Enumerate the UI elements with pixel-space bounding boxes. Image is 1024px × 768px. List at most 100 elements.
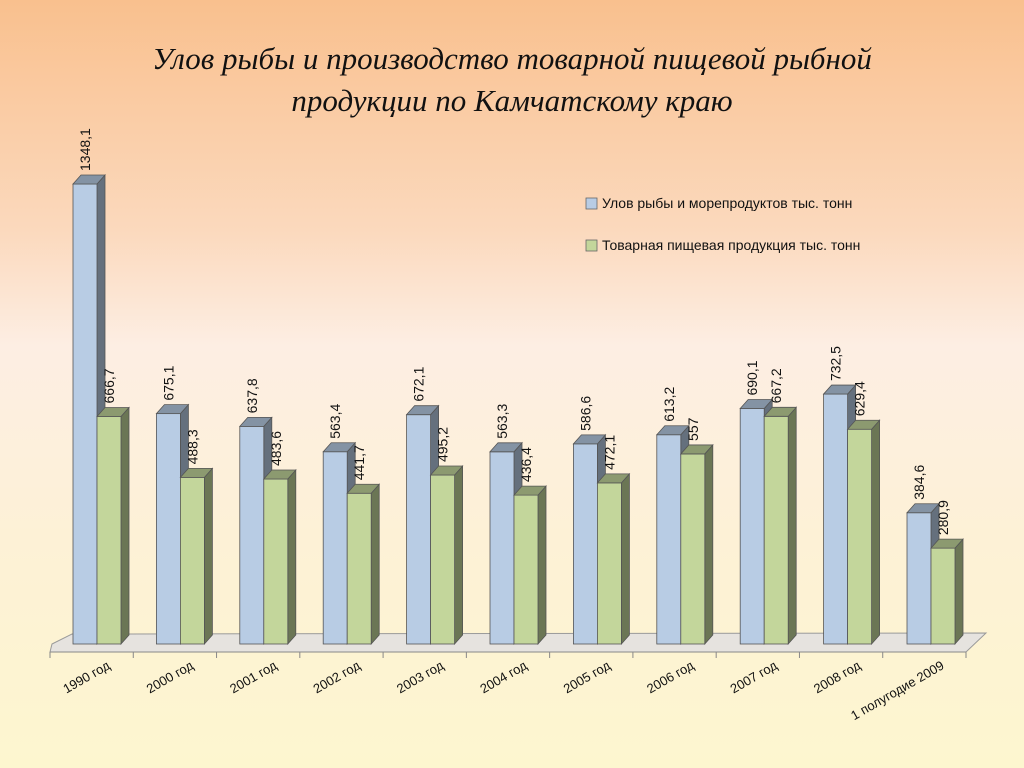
value-label: 586,6 xyxy=(577,396,593,431)
category-label: 2008 год xyxy=(811,657,863,696)
chart-title: Улов рыбы и производство товарной пищево… xyxy=(0,38,1024,122)
bar-front-face xyxy=(96,416,122,645)
bar-food-2 xyxy=(262,468,297,646)
value-label: 732,5 xyxy=(828,346,844,381)
bar-front-face xyxy=(513,494,539,645)
value-label: 563,3 xyxy=(494,404,510,439)
value-label: 613,2 xyxy=(661,387,677,422)
bar-top-face xyxy=(322,442,357,453)
bar-front-face xyxy=(656,434,682,645)
bar-top-face xyxy=(155,404,190,415)
bar-food-4 xyxy=(429,464,464,646)
bar-top-face xyxy=(930,538,964,549)
category-label: 1 полугодие 2009 xyxy=(848,658,946,723)
bar-top-face xyxy=(596,473,631,484)
bar-front-face xyxy=(763,415,789,645)
value-label: 441,7 xyxy=(351,445,367,480)
bar-front-face xyxy=(573,443,598,645)
bar-side-face xyxy=(954,538,964,646)
bar-front-face xyxy=(597,482,622,645)
bar-top-face xyxy=(763,406,798,417)
bar-side-face xyxy=(120,406,130,646)
bar-front-face xyxy=(430,474,456,645)
bar-food-5 xyxy=(513,485,547,646)
bar-top-face xyxy=(489,442,523,453)
bar-front-face xyxy=(239,425,265,645)
bar-top-face xyxy=(262,469,297,480)
bar-top-face xyxy=(679,444,714,455)
bar-top-face xyxy=(572,434,607,445)
bar-side-face xyxy=(287,468,297,646)
bar-top-face xyxy=(739,399,774,409)
chart-title-line-2: продукции по Камчатскому краю xyxy=(291,83,733,118)
bar-front-face xyxy=(489,451,515,645)
bar-side-face xyxy=(787,406,797,646)
category-label: 2003 год xyxy=(394,657,446,696)
bar-front-face xyxy=(739,408,765,645)
category-label: 2004 год xyxy=(477,657,529,696)
bar-top-face xyxy=(346,483,381,494)
value-label: 488,3 xyxy=(184,429,200,464)
bar-side-face xyxy=(704,443,714,646)
bar-food-1 xyxy=(179,467,214,646)
category-label: 2006 год xyxy=(644,657,696,696)
bar-top-face xyxy=(846,419,881,430)
category-label: 1990 год xyxy=(60,657,112,696)
value-label: 690,1 xyxy=(744,360,760,395)
bar-top-face xyxy=(513,485,547,496)
bar-side-face xyxy=(537,485,547,646)
bar-food-10 xyxy=(930,538,964,646)
legend-swatch-food xyxy=(585,239,598,252)
category-labels: 1990 год 2000 год 2001 год 2002 год 2003 год… xyxy=(60,657,946,723)
category-label: 2005 год xyxy=(561,657,613,696)
bar-top-face xyxy=(96,407,130,417)
value-label: 472,1 xyxy=(601,435,617,470)
value-label: 563,4 xyxy=(327,404,343,439)
chart-title-line-1: Улов рыбы и производство товарной пищево… xyxy=(152,41,872,76)
category-label: 2001 год xyxy=(227,657,279,696)
bar-front-face xyxy=(155,413,181,645)
category-label: 2007 год xyxy=(728,657,780,696)
bar-top-face xyxy=(429,465,464,476)
bar-food-7 xyxy=(679,443,714,646)
value-label: 384,6 xyxy=(911,465,927,500)
bar-front-face xyxy=(823,393,848,645)
bar-side-face xyxy=(621,472,630,646)
bar-side-face xyxy=(370,483,380,646)
bar-food-6 xyxy=(596,472,631,646)
bar-food-9 xyxy=(846,419,881,646)
category-label: 2002 год xyxy=(311,657,363,696)
value-label: 666,7 xyxy=(101,368,117,403)
value-label: 557 xyxy=(685,417,701,441)
bar-top-face xyxy=(405,405,440,416)
bar-top-face xyxy=(238,416,273,427)
bar-front-face xyxy=(906,512,932,645)
bar-front-face xyxy=(72,183,98,645)
value-label: 672,1 xyxy=(411,366,427,401)
value-label: 637,8 xyxy=(244,378,260,413)
bar-top-face xyxy=(72,174,106,185)
chart-legend: Улов рыбы и морепродуктов тыс. тонн Товар… xyxy=(585,195,860,253)
bar-top-face xyxy=(655,425,690,436)
value-labels: 1348,1 666,7 675,1 488,3 637,8 483,6 563,4 441,… xyxy=(77,128,951,535)
value-label: 495,2 xyxy=(435,427,451,462)
bar-top-face xyxy=(822,384,857,395)
value-label: 1348,1 xyxy=(77,128,93,171)
category-label: 2000 год xyxy=(144,657,196,696)
bar-side-face xyxy=(454,464,464,646)
value-label: 483,6 xyxy=(268,431,284,466)
legend-label-food: Товарная пищевая продукция тыс. тонн xyxy=(602,237,860,253)
value-label: 629,4 xyxy=(852,381,868,416)
bar-top-face xyxy=(906,503,940,514)
value-label: 280,9 xyxy=(935,500,951,535)
bar-front-face xyxy=(346,492,372,645)
bar-front-face xyxy=(406,414,432,645)
legend-label-catch: Улов рыбы и морепродуктов тыс. тонн xyxy=(602,195,852,211)
bar-front-face xyxy=(680,453,706,645)
value-label: 667,2 xyxy=(768,368,784,403)
bar-front-face xyxy=(322,451,348,645)
bar-front-face xyxy=(847,428,872,645)
bar-food-8 xyxy=(763,406,798,646)
value-label: 436,4 xyxy=(518,447,534,482)
